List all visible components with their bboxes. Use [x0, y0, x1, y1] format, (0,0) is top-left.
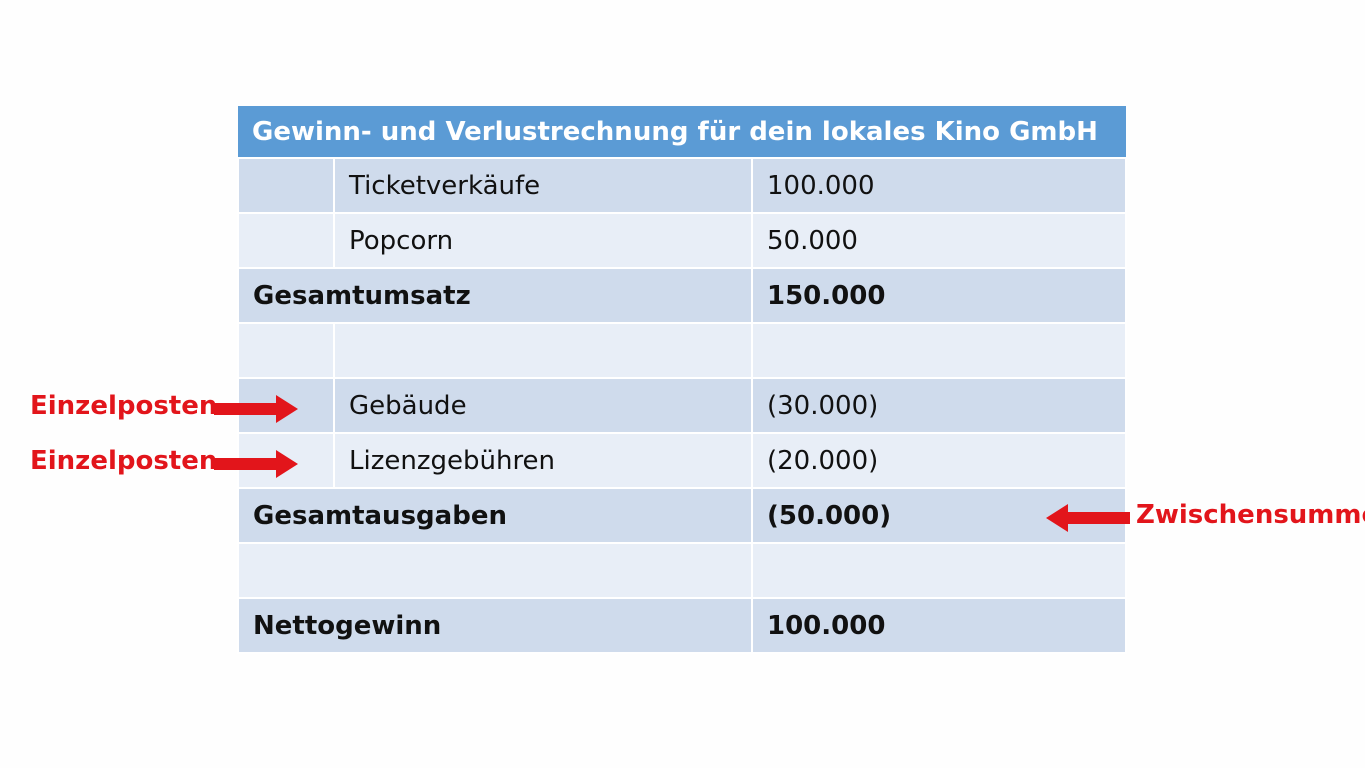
table-row: Lizenzgebühren (20.000)	[237, 432, 1128, 489]
arrow-right-icon	[214, 450, 298, 478]
row-label: Nettogewinn	[237, 597, 753, 654]
line-item-label: Einzelposten	[30, 391, 218, 421]
row-label	[237, 542, 753, 599]
indent-cell	[237, 157, 335, 214]
table-row-net: Nettogewinn 100.000	[237, 597, 1128, 654]
table-header-row: Gewinn- und Verlustrechnung für dein lok…	[238, 106, 1127, 158]
row-value: 150.000	[750, 267, 1128, 324]
row-label	[333, 322, 753, 379]
table-row	[237, 322, 1128, 379]
subtotal-label: Zwischensumme	[1136, 500, 1365, 530]
row-value	[750, 542, 1128, 599]
row-value: 50.000	[750, 212, 1128, 269]
row-label: Lizenzgebühren	[333, 432, 753, 489]
indent-cell	[237, 212, 335, 269]
table-row: Gebäude (30.000)	[237, 377, 1128, 434]
table-row-total: Gesamtumsatz 150.000	[237, 267, 1128, 324]
arrow-right-icon	[214, 395, 298, 423]
indent-cell	[237, 377, 335, 434]
line-item-label: Einzelposten	[30, 446, 218, 476]
row-label: Ticketverkäufe	[333, 157, 753, 214]
profit-loss-table: Gewinn- und Verlustrechnung für dein lok…	[237, 106, 1128, 654]
table-title: Gewinn- und Verlustrechnung für dein lok…	[238, 106, 1127, 158]
row-value	[750, 322, 1128, 379]
table-row-subtotal: Gesamtausgaben (50.000)	[237, 487, 1128, 544]
indent-cell	[237, 322, 335, 379]
row-label: Gesamtumsatz	[237, 267, 753, 324]
row-label: Gesamtausgaben	[237, 487, 753, 544]
row-value: (30.000)	[750, 377, 1128, 434]
row-label: Popcorn	[333, 212, 753, 269]
table-row: Ticketverkäufe 100.000	[237, 157, 1128, 214]
row-value: (20.000)	[750, 432, 1128, 489]
row-label: Gebäude	[333, 377, 753, 434]
row-value: 100.000	[750, 597, 1128, 654]
table-row	[237, 542, 1128, 599]
table-row: Popcorn 50.000	[237, 212, 1128, 269]
row-value: 100.000	[750, 157, 1128, 214]
arrow-left-icon	[1046, 504, 1130, 532]
